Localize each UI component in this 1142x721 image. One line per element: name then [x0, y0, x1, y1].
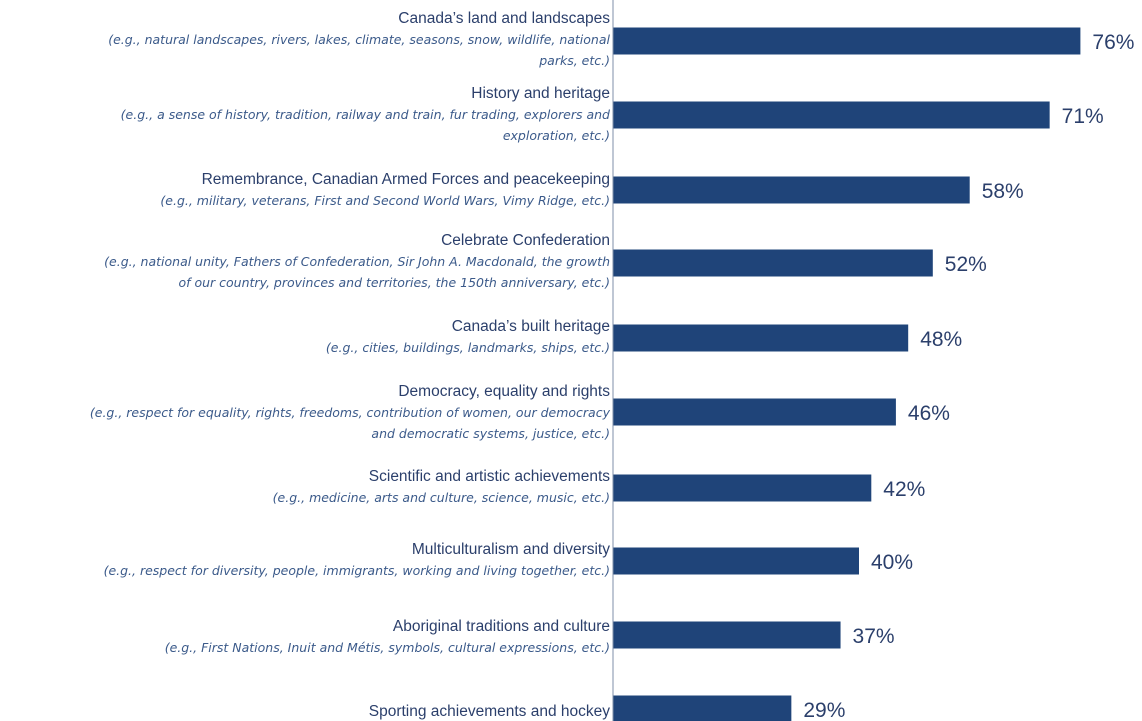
category-example-text: (e.g., a sense of history, tradition, ra…	[121, 107, 610, 122]
category-example-text: (e.g., military, veterans, First and Sec…	[160, 193, 610, 208]
category-example-text: (e.g., national unity, Fathers of Confed…	[104, 254, 610, 269]
bar	[613, 547, 859, 575]
category-example-text: (e.g., cities, buildings, landmarks, shi…	[326, 340, 610, 355]
bar	[613, 324, 909, 352]
bar	[613, 474, 872, 502]
category-label: Multiculturalism and diversity	[412, 541, 610, 558]
category-label: Canada’s built heritage	[452, 318, 610, 335]
bar	[613, 27, 1081, 55]
category-example-text: (e.g., natural landscapes, rivers, lakes…	[108, 32, 610, 47]
bars	[613, 27, 1081, 721]
category-example-text: (e.g., First Nations, Inuit and Métis, s…	[165, 640, 610, 655]
bar	[613, 621, 841, 649]
bar-value-label: 46%	[908, 402, 950, 425]
bar-value-label: 29%	[803, 699, 845, 721]
bar	[613, 695, 792, 721]
bar-value-label: 71%	[1062, 105, 1104, 128]
category-example-text: and democratic systems, justice, etc.)	[371, 426, 610, 441]
value-labels: 76% 71% 58% 52% 48% 46% 42% 40% 37% 29%	[803, 31, 1134, 721]
category-label: Sporting achievements and hockey	[369, 703, 611, 720]
bar-value-label: 58%	[982, 180, 1024, 203]
bar-value-label: 42%	[883, 478, 925, 501]
category-label: Aboriginal traditions and culture	[393, 618, 610, 635]
category-example-text: exploration, etc.)	[503, 128, 610, 143]
category-label: History and heritage	[471, 85, 610, 102]
category-label: Democracy, equality and rights	[398, 383, 610, 400]
bar-value-label: 37%	[853, 625, 895, 648]
category-example-text: (e.g., medicine, arts and culture, scien…	[273, 490, 610, 505]
category-label: Canada’s land and landscapes	[398, 10, 610, 27]
category-example-text: (e.g., respect for equality, rights, fre…	[90, 405, 611, 420]
bar-value-label: 76%	[1092, 31, 1134, 54]
category-label: Celebrate Confederation	[441, 232, 610, 249]
bar-value-label: 48%	[920, 328, 962, 351]
bar	[613, 398, 896, 426]
category-example-text: of our country, provinces and territorie…	[178, 275, 610, 290]
bar-value-label: 52%	[945, 253, 987, 276]
category-example-text: parks, etc.)	[538, 53, 610, 68]
bar	[613, 101, 1050, 129]
bar-value-label: 40%	[871, 551, 913, 574]
category-label: Scientific and artistic achievements	[369, 468, 610, 485]
category-example-text: (e.g., respect for diversity, people, im…	[104, 563, 610, 578]
category-labels: Canada’s land and landscapes (e.g., natur…	[90, 10, 611, 720]
bar	[613, 249, 933, 277]
category-label: Remembrance, Canadian Armed Forces and p…	[202, 171, 610, 188]
bar	[613, 176, 970, 204]
